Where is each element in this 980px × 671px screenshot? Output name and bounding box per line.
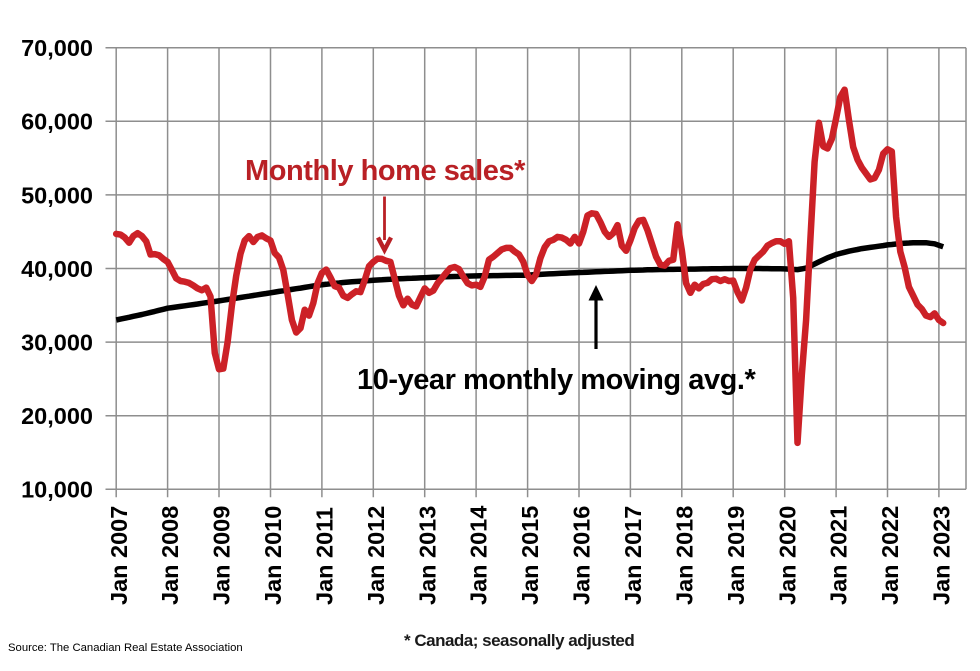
svg-text:Jan 2019: Jan 2019: [723, 506, 749, 605]
svg-text:Jan 2017: Jan 2017: [620, 506, 646, 605]
svg-text:Jan 2018: Jan 2018: [671, 506, 697, 605]
svg-text:Jan 2015: Jan 2015: [517, 506, 543, 605]
svg-text:10,000: 10,000: [21, 477, 93, 503]
svg-text:Jan 2009: Jan 2009: [209, 506, 235, 605]
svg-text:Jan 2012: Jan 2012: [363, 506, 389, 605]
svg-text:10-year monthly moving avg.*: 10-year monthly moving avg.*: [357, 364, 757, 396]
svg-text:Jan 2023: Jan 2023: [929, 506, 955, 605]
svg-text:Jan 2010: Jan 2010: [260, 506, 286, 605]
svg-text:Jan 2011: Jan 2011: [312, 507, 338, 605]
svg-text:Jan 2008: Jan 2008: [157, 506, 183, 605]
svg-text:Source: The Canadian Real Esta: Source: The Canadian Real Estate Associa…: [8, 642, 243, 654]
svg-text:20,000: 20,000: [21, 403, 93, 429]
svg-text:Jan 2014: Jan 2014: [466, 506, 492, 605]
svg-text:70,000: 70,000: [21, 35, 93, 61]
svg-text:Jan 2021: Jan 2021: [826, 506, 852, 605]
svg-text:50,000: 50,000: [21, 182, 93, 208]
svg-text:Jan 2022: Jan 2022: [877, 506, 903, 605]
svg-text:Jan 2007: Jan 2007: [106, 506, 132, 605]
svg-text:Jan 2016: Jan 2016: [569, 506, 595, 605]
svg-text:30,000: 30,000: [21, 330, 93, 356]
svg-text:* Canada; seasonally adjusted: * Canada; seasonally adjusted: [404, 631, 634, 650]
svg-text:60,000: 60,000: [21, 109, 93, 135]
svg-text:Monthly home sales*: Monthly home sales*: [245, 155, 526, 187]
svg-text:Jan 2013: Jan 2013: [414, 506, 440, 605]
svg-text:40,000: 40,000: [21, 256, 93, 282]
svg-text:Jan 2020: Jan 2020: [774, 506, 800, 605]
